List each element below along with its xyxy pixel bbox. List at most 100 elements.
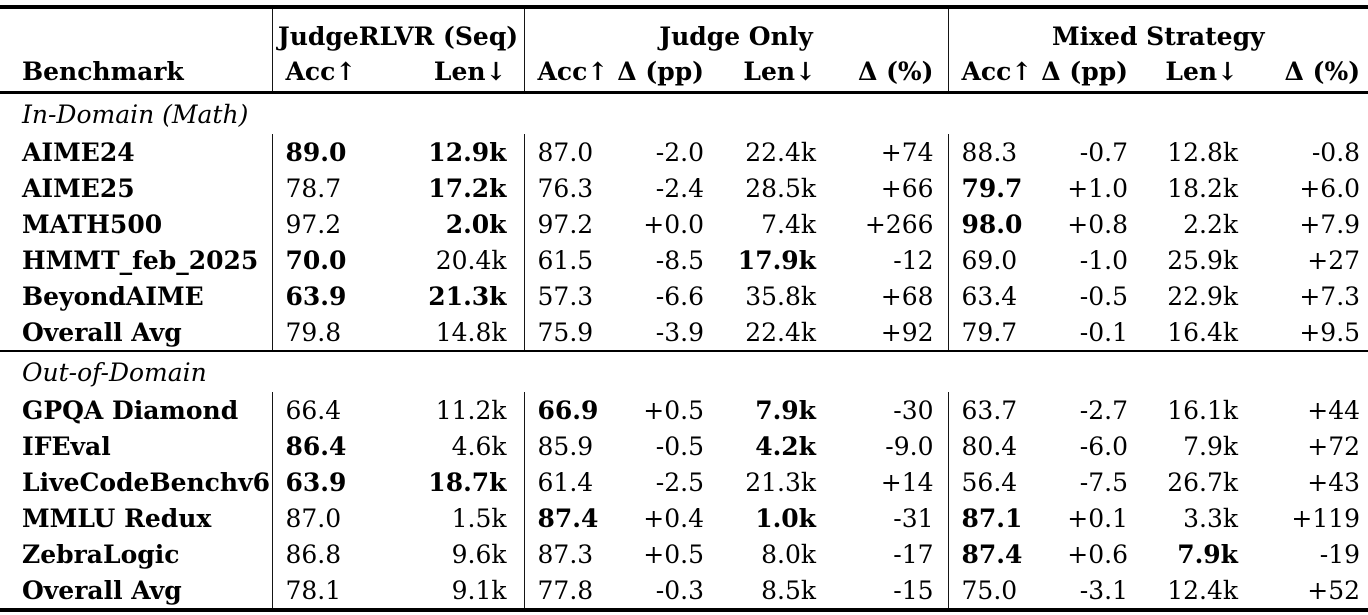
value-cell: 25.9k — [1167, 245, 1239, 275]
value-cell: +14 — [880, 467, 934, 497]
value-cell: -2.5 — [655, 467, 705, 497]
section-label: Out-of-Domain — [0, 350, 1368, 392]
value-cell: 18.7k — [428, 467, 507, 497]
benchmark-name: Overall Avg — [22, 317, 182, 347]
table-row: MMLU Redux 87.0 1.5k 87.4 +0.4 1.0k -31 87.1 +0.… — [0, 500, 1368, 536]
benchmark-name: BeyondAIME — [22, 281, 204, 311]
table-row: ZebraLogic 86.8 9.6k 87.3 +0.5 8.0k -17 87.4 +0.… — [0, 536, 1368, 572]
value-cell: 16.1k — [1167, 395, 1239, 425]
value-cell: 3.3k — [1183, 503, 1239, 533]
value-cell: +266 — [864, 209, 934, 239]
value-cell: -6.0 — [1079, 431, 1129, 461]
value-cell: -6.6 — [655, 281, 705, 311]
table-row: Overall Avg 79.8 14.8k 75.9 -3.9 22.4k +92 79.7… — [0, 314, 1368, 351]
value-cell: 1.5k — [451, 503, 507, 533]
section-label: In-Domain (Math) — [22, 99, 249, 129]
value-cell: 2.2k — [1183, 209, 1239, 239]
value-cell: 63.4 — [947, 278, 1039, 314]
group-mixed-strategy: Mixed Strategy — [947, 7, 1368, 51]
value-cell: -2.0 — [655, 137, 705, 167]
value-cell: 4.2k — [755, 431, 817, 461]
column-header: Δ (%) — [830, 51, 949, 94]
column-header: Acc↑ — [947, 51, 1039, 94]
table-row: AIME25 78.7 17.2k 76.3 -2.4 28.5k +66 79.7 +1.0 1… — [0, 170, 1368, 206]
benchmark-name: MMLU Redux — [22, 503, 212, 533]
value-cell: +1.0 — [1067, 173, 1129, 203]
benchmark-column-header: Benchmark — [0, 51, 272, 94]
value-cell: 20.4k — [435, 245, 507, 275]
value-cell: 76.3 — [523, 170, 613, 206]
column-header: Δ (pp) — [612, 51, 719, 94]
value-cell: 78.1 — [271, 572, 394, 610]
benchmark-name: Overall Avg — [22, 575, 182, 605]
value-cell: +68 — [880, 281, 934, 311]
value-cell: 21.3k — [745, 467, 817, 497]
table-row: BeyondAIME 63.9 21.3k 57.3 -6.6 35.8k +68 63.4 -… — [0, 278, 1368, 314]
benchmark-name: IFEval — [22, 431, 111, 461]
value-cell: 78.7 — [271, 170, 394, 206]
section-row: Out-of-Domain — [0, 350, 1368, 392]
value-cell: 97.2 — [271, 206, 394, 242]
value-cell: 56.4 — [947, 464, 1039, 500]
group-header-row: JudgeRLVR (Seq) Judge Only Mixed Strateg… — [0, 7, 1368, 51]
value-cell: -1.0 — [1079, 245, 1129, 275]
value-cell: 26.7k — [1167, 467, 1239, 497]
value-cell: -7.5 — [1079, 467, 1129, 497]
value-cell: -15 — [893, 575, 934, 605]
value-cell: -17 — [893, 539, 934, 569]
value-cell: 87.4 — [523, 500, 613, 536]
value-cell: -2.4 — [655, 173, 705, 203]
value-cell: 2.0k — [445, 209, 507, 239]
table-row: MATH500 97.2 2.0k 97.2 +0.0 7.4k +266 98.0 +0.8 2… — [0, 206, 1368, 242]
value-cell: +0.1 — [1067, 503, 1129, 533]
table-row: LiveCodeBenchv6 63.9 18.7k 61.4 -2.5 21.3k +14… — [0, 464, 1368, 500]
value-cell: 7.9k — [1177, 539, 1239, 569]
value-cell: 57.3 — [523, 278, 613, 314]
value-cell: -0.5 — [1079, 281, 1129, 311]
value-cell: 7.9k — [1183, 431, 1239, 461]
benchmark-name: GPQA Diamond — [22, 395, 239, 425]
value-cell: 12.8k — [1167, 137, 1239, 167]
value-cell: +7.3 — [1299, 281, 1361, 311]
benchmark-name: AIME24 — [22, 137, 135, 167]
value-cell: +0.0 — [643, 209, 705, 239]
column-header: Δ (%) — [1252, 51, 1368, 94]
value-cell: +0.6 — [1067, 539, 1129, 569]
value-cell: 21.3k — [428, 281, 507, 311]
value-cell: +74 — [880, 137, 934, 167]
value-cell: 18.2k — [1167, 173, 1239, 203]
value-cell: +72 — [1307, 431, 1361, 461]
section-row: In-Domain (Math) — [0, 93, 1368, 135]
value-cell: 28.5k — [745, 173, 817, 203]
value-cell: -0.3 — [655, 575, 705, 605]
value-cell: 66.4 — [271, 392, 394, 428]
column-header: Len↓ — [718, 51, 831, 94]
value-cell: 87.0 — [523, 134, 613, 170]
value-cell: +6.0 — [1299, 173, 1361, 203]
value-cell: 8.5k — [761, 575, 817, 605]
value-cell: +92 — [880, 317, 934, 347]
value-cell: 17.2k — [428, 173, 507, 203]
value-cell: -8.5 — [655, 245, 705, 275]
value-cell: 11.2k — [435, 395, 507, 425]
benchmark-name: ZebraLogic — [22, 539, 180, 569]
value-cell: +43 — [1307, 467, 1361, 497]
value-cell: 7.4k — [761, 209, 817, 239]
benchmark-name: MATH500 — [22, 209, 163, 239]
value-cell: 79.7 — [947, 170, 1039, 206]
value-cell: -30 — [893, 395, 934, 425]
table-row: AIME24 89.0 12.9k 87.0 -2.0 22.4k +74 88.3 -0.7 1… — [0, 134, 1368, 170]
value-cell: 12.4k — [1167, 575, 1239, 605]
table-body: In-Domain (Math) AIME24 89.0 12.9k 87.0 -2.0 2… — [0, 93, 1368, 610]
value-cell: 61.4 — [523, 464, 613, 500]
value-cell: +27 — [1307, 245, 1361, 275]
value-cell: +0.5 — [643, 539, 705, 569]
table-row: IFEval 86.4 4.6k 85.9 -0.5 4.2k -9.0 80.4 -6.0 7.… — [0, 428, 1368, 464]
value-cell: 35.8k — [745, 281, 817, 311]
value-cell: +7.9 — [1299, 209, 1361, 239]
value-cell: -0.7 — [1079, 137, 1129, 167]
column-header: Len↓ — [1142, 51, 1253, 94]
benchmark-name: LiveCodeBenchv6 — [22, 467, 270, 497]
column-header-row: Benchmark Acc↑ Len↓ Acc↑ Δ (pp) Len↓ Δ (%) Acc… — [0, 51, 1368, 94]
